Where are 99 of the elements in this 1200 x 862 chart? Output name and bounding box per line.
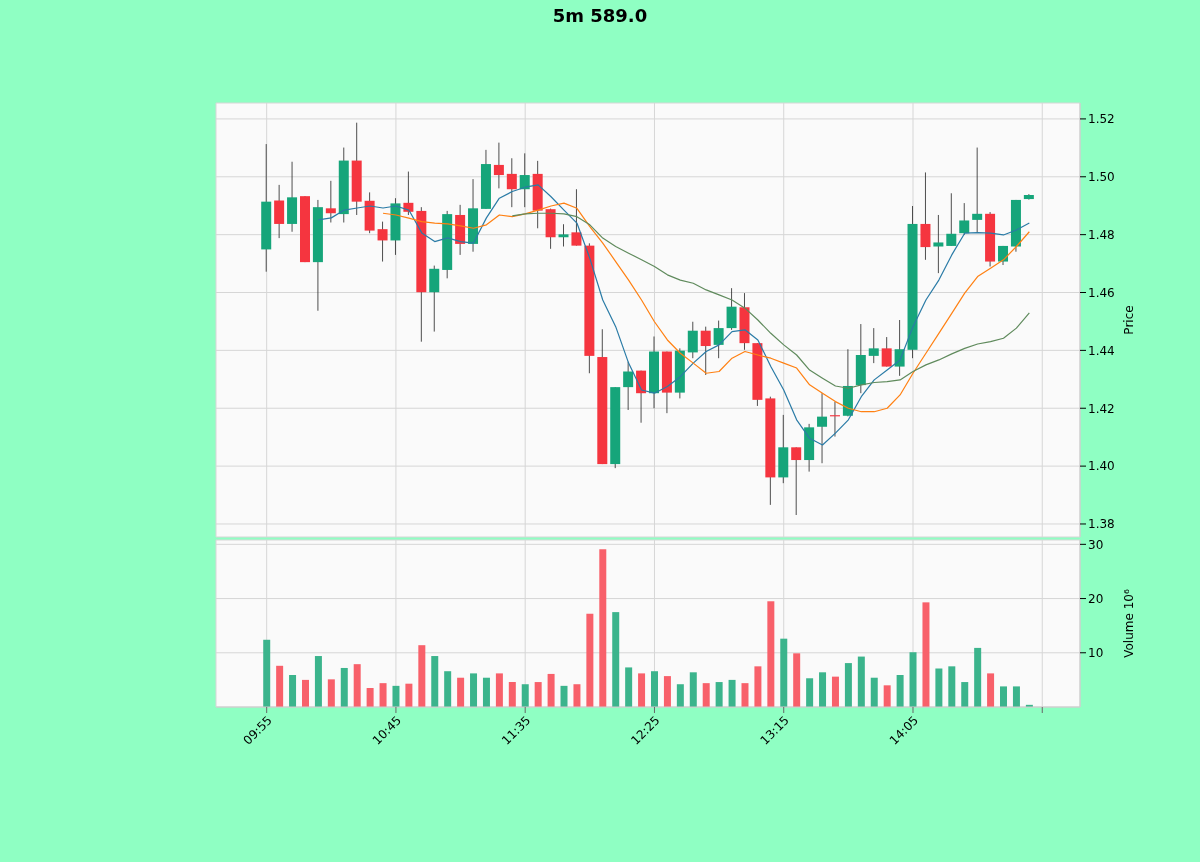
candlestick bbox=[429, 265, 440, 332]
candlestick bbox=[726, 287, 737, 331]
bar bbox=[314, 656, 322, 707]
bar bbox=[819, 672, 827, 707]
y-axis-title: Volume 10⁶ bbox=[1122, 589, 1137, 658]
y-tick-label: 1.46 bbox=[1088, 285, 1115, 300]
bar bbox=[676, 684, 684, 707]
y-tick-label: 20 bbox=[1088, 591, 1104, 606]
bar bbox=[741, 683, 749, 707]
line-series bbox=[511, 212, 1030, 389]
bar bbox=[586, 613, 594, 707]
bar bbox=[431, 656, 439, 707]
bar bbox=[935, 668, 943, 707]
bar bbox=[263, 639, 271, 707]
y-tick-label: 1.48 bbox=[1088, 227, 1115, 242]
bar bbox=[702, 683, 710, 707]
bar bbox=[547, 673, 555, 707]
candlestick bbox=[493, 142, 504, 189]
y-tick-label: 1.42 bbox=[1088, 401, 1115, 416]
bar bbox=[508, 682, 516, 707]
y-tick-label: 1.44 bbox=[1088, 343, 1115, 358]
y-tick-label: 10 bbox=[1088, 646, 1104, 661]
bar bbox=[457, 677, 465, 707]
y-tick-label: 1.50 bbox=[1088, 170, 1115, 185]
bar bbox=[922, 602, 930, 707]
bar bbox=[327, 679, 335, 707]
bar bbox=[909, 652, 917, 707]
bar bbox=[418, 645, 426, 707]
candlestick bbox=[274, 184, 285, 239]
bar bbox=[844, 663, 852, 707]
bar bbox=[521, 684, 529, 707]
bar bbox=[883, 685, 891, 707]
y-tick-label: 1.52 bbox=[1088, 112, 1115, 127]
candlestick bbox=[687, 321, 698, 359]
bar bbox=[689, 672, 697, 707]
candlestick bbox=[881, 336, 892, 367]
candlestick bbox=[946, 192, 957, 247]
bar bbox=[1000, 686, 1008, 707]
bar bbox=[392, 685, 400, 707]
candlestick bbox=[623, 361, 634, 411]
bar bbox=[767, 601, 775, 707]
chart-title: 5m 589.0 bbox=[551, 5, 649, 26]
candlestick bbox=[571, 188, 582, 247]
bar bbox=[663, 676, 671, 707]
bar bbox=[715, 682, 723, 707]
bar bbox=[353, 664, 361, 707]
bar bbox=[276, 665, 284, 707]
bar bbox=[560, 685, 568, 707]
bar bbox=[651, 671, 659, 707]
bar bbox=[495, 673, 503, 707]
bar bbox=[831, 676, 839, 707]
bar bbox=[1012, 686, 1020, 707]
bar bbox=[754, 666, 762, 707]
bar bbox=[289, 675, 297, 707]
bar bbox=[405, 683, 413, 707]
candlestick bbox=[700, 326, 711, 376]
bar bbox=[896, 675, 904, 707]
bar bbox=[780, 638, 788, 707]
candlestick bbox=[817, 392, 828, 464]
candlestick bbox=[933, 214, 944, 274]
bar bbox=[728, 679, 736, 707]
bar bbox=[987, 673, 995, 707]
candlestick bbox=[377, 221, 388, 262]
candlestick bbox=[894, 319, 905, 377]
bar bbox=[625, 667, 633, 707]
y-tick-label: 30 bbox=[1088, 537, 1104, 552]
bar bbox=[961, 682, 969, 707]
bar bbox=[366, 688, 374, 707]
candlestick bbox=[868, 327, 879, 364]
candlestick bbox=[558, 223, 569, 247]
y-tick-label: 1.40 bbox=[1088, 459, 1115, 474]
candlestick bbox=[1023, 193, 1034, 201]
y-tick-label: 1.38 bbox=[1088, 517, 1115, 532]
bar bbox=[599, 549, 607, 707]
line-series bbox=[382, 202, 1030, 413]
bar bbox=[573, 684, 581, 707]
bar bbox=[638, 673, 646, 707]
bar bbox=[857, 656, 865, 707]
bar bbox=[974, 647, 982, 707]
bar bbox=[534, 682, 542, 707]
bar bbox=[379, 683, 387, 707]
bar bbox=[806, 678, 814, 707]
bar bbox=[870, 677, 878, 707]
candlestick bbox=[713, 320, 724, 359]
bar bbox=[948, 666, 956, 707]
candlestick bbox=[959, 202, 970, 236]
bar bbox=[612, 612, 620, 707]
bar bbox=[340, 667, 348, 707]
candlestick bbox=[920, 172, 931, 261]
bar bbox=[793, 653, 801, 707]
candlestick bbox=[506, 157, 517, 208]
candlestick bbox=[791, 446, 802, 516]
bar bbox=[444, 671, 452, 707]
bar bbox=[470, 673, 478, 707]
candlestick bbox=[325, 180, 336, 223]
candlestick bbox=[972, 147, 983, 234]
bar bbox=[482, 677, 490, 707]
bar bbox=[302, 679, 309, 707]
y-axis-title: Price bbox=[1122, 305, 1137, 335]
